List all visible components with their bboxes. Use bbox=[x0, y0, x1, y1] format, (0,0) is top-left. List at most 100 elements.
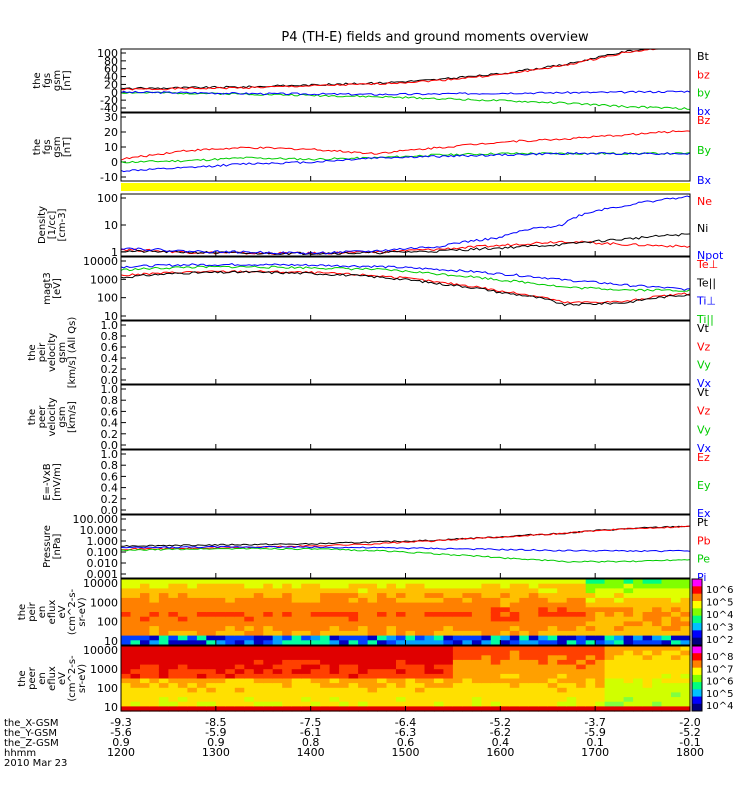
spectrogram-cell bbox=[140, 701, 151, 707]
spectrogram-cell bbox=[225, 673, 236, 680]
spectrogram-cell bbox=[661, 650, 672, 656]
spectrogram-cell bbox=[234, 602, 245, 608]
spectrogram-cell bbox=[671, 669, 682, 675]
panel-pressure: Pressure [nPa]100.00010.0001.0000.1000.01… bbox=[42, 513, 711, 584]
spectrogram-cell bbox=[158, 588, 169, 594]
spectrogram-cell bbox=[433, 579, 444, 585]
spectrogram-cell bbox=[215, 650, 226, 656]
spectrogram-cell bbox=[528, 588, 539, 594]
spectrogram-cell bbox=[272, 650, 283, 656]
spectrogram-cell bbox=[443, 646, 454, 652]
spectrogram-cell bbox=[415, 683, 426, 689]
spectrogram-cell bbox=[642, 664, 653, 670]
spectrogram-cell bbox=[149, 640, 160, 646]
spectrogram-cell bbox=[367, 616, 378, 622]
spectrogram-cell bbox=[443, 616, 454, 622]
spectrogram-cell bbox=[329, 664, 340, 670]
spectrogram-cell bbox=[196, 683, 207, 689]
spectrogram-cell bbox=[158, 697, 169, 703]
spectrogram-cell bbox=[234, 706, 245, 712]
spectrogram-cell bbox=[263, 579, 274, 585]
spectrogram-cell bbox=[339, 583, 350, 589]
spectrogram-cell bbox=[253, 630, 264, 637]
spectrogram-cell bbox=[282, 607, 293, 613]
spectrogram-cell bbox=[424, 646, 435, 652]
spectrogram-cell bbox=[396, 602, 407, 608]
spectrogram-cell bbox=[282, 697, 293, 703]
y-tick-label: 10000 bbox=[83, 577, 118, 590]
colorbar-frame bbox=[691, 578, 703, 646]
spectrogram-cell bbox=[490, 673, 501, 680]
spectrogram-cell bbox=[177, 607, 188, 613]
spectrogram-cell bbox=[490, 579, 501, 585]
spectrogram-cell bbox=[642, 697, 653, 703]
panel-ylabel-line: [nT] bbox=[62, 137, 73, 157]
spectrogram-cell bbox=[481, 669, 492, 675]
spectrogram-cell bbox=[490, 635, 501, 641]
y-tick-label: 20 bbox=[104, 78, 118, 91]
spectrogram-cell bbox=[121, 621, 132, 627]
spectrogram-cell bbox=[358, 593, 369, 599]
spectrogram-cell bbox=[291, 593, 302, 599]
spectrogram-cell bbox=[329, 616, 340, 622]
spectrogram-cell bbox=[415, 588, 426, 594]
spectrogram-cell bbox=[604, 635, 615, 641]
spectrogram-cell bbox=[547, 706, 558, 712]
spectrogram-cell bbox=[206, 583, 217, 589]
spectrogram-cell bbox=[443, 692, 454, 698]
spectrogram-cell bbox=[424, 607, 435, 613]
spectrogram-cell bbox=[509, 697, 520, 703]
spectrogram-cell bbox=[282, 664, 293, 670]
spectrogram-cell bbox=[367, 664, 378, 670]
spectrogram-cell bbox=[386, 650, 397, 656]
spectrogram-cell bbox=[623, 706, 634, 712]
spectrogram-cell bbox=[595, 692, 606, 698]
spectrogram-cell bbox=[661, 621, 672, 627]
spectrogram-cell bbox=[671, 673, 682, 680]
spectrogram-cell bbox=[329, 678, 340, 684]
spectrogram-cell bbox=[339, 640, 350, 646]
spectrogram-cell bbox=[595, 687, 606, 693]
spectrogram-cell bbox=[680, 607, 691, 613]
spectrogram-cell bbox=[301, 659, 312, 666]
spectrogram-cell bbox=[481, 655, 492, 661]
spectrogram-cell bbox=[415, 593, 426, 599]
spectrogram-cell bbox=[215, 673, 226, 680]
spectrogram-cell bbox=[500, 683, 511, 689]
spectrogram-cell bbox=[358, 664, 369, 670]
colorbar-tick-label: 10^3 bbox=[706, 623, 733, 634]
spectrogram-cell bbox=[206, 593, 217, 599]
spectrogram-cell bbox=[348, 579, 359, 585]
spectrogram-cell bbox=[547, 701, 558, 707]
spectrogram-cell bbox=[396, 692, 407, 698]
spectrogram-cell bbox=[358, 706, 369, 712]
spectrogram-cell bbox=[519, 621, 530, 627]
panel-peer_eflux: the peer en eflux eV (cm^2-s-sr-eV)1000010001… bbox=[17, 644, 733, 714]
spectrogram-cell bbox=[671, 635, 682, 641]
spectrogram-cell bbox=[528, 607, 539, 613]
spectrogram-cell bbox=[528, 593, 539, 599]
spectrogram-cell bbox=[206, 630, 217, 637]
spectrogram-cell bbox=[671, 607, 682, 613]
spectrogram-cell bbox=[547, 646, 558, 652]
spectrogram-cell bbox=[253, 697, 264, 703]
spectrogram-cell bbox=[680, 583, 691, 589]
spectrogram-cell bbox=[301, 602, 312, 608]
spectrogram-cell bbox=[177, 687, 188, 693]
spectrogram-cell bbox=[386, 607, 397, 613]
spectrogram-cell bbox=[196, 701, 207, 707]
spectrogram-cell bbox=[396, 635, 407, 641]
y-tick-label: 100 bbox=[97, 292, 118, 305]
spectrogram-cell bbox=[566, 621, 577, 627]
spectrogram-cell bbox=[661, 626, 672, 632]
y-tick-label: 10 bbox=[104, 635, 118, 648]
spectrogram-cell bbox=[121, 706, 132, 712]
spectrogram-cell bbox=[367, 607, 378, 613]
spectrogram-cell bbox=[320, 626, 331, 632]
panel-peer_velocity: the peer velocity gsm [km/s]1.00.80.60.40.20… bbox=[27, 383, 712, 455]
spectrogram-cell bbox=[538, 616, 549, 622]
spectrogram-cell bbox=[367, 579, 378, 585]
spectrogram-cell bbox=[272, 659, 283, 666]
spectrogram-cell bbox=[282, 635, 293, 641]
spectrogram-cell bbox=[519, 588, 530, 594]
